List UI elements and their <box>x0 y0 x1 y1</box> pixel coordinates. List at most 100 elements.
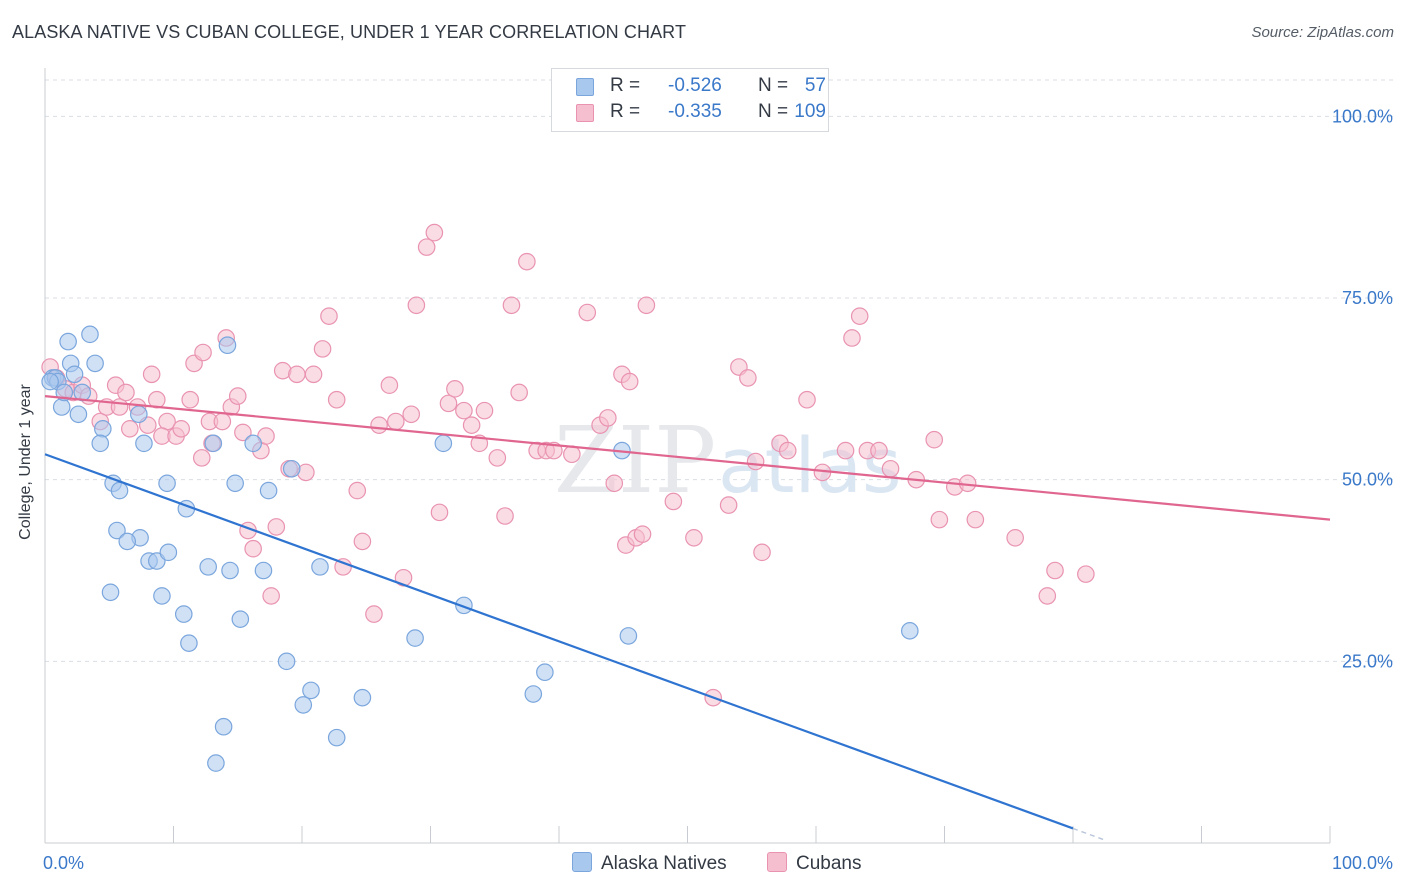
cubans-point <box>633 525 652 543</box>
legend-swatch-pink <box>576 104 594 122</box>
cubans-point <box>313 340 332 358</box>
y-tick-label: 50.0% <box>1342 470 1393 490</box>
axis-labels: 25.0% 50.0% 75.0% 100.0% 0.0% 100.0% <box>43 106 1393 873</box>
cubans-point <box>430 503 449 522</box>
legend-n-label: N = <box>758 75 789 96</box>
cubans-point <box>327 390 346 409</box>
alaska-natives-point <box>199 558 217 576</box>
cubans-point <box>407 296 426 315</box>
series-swatch-pink <box>767 852 787 872</box>
alaska-natives-trend-extension <box>1072 827 1106 841</box>
legend-r-value: -0.526 <box>668 75 722 96</box>
watermark-zip: ZIP <box>554 407 716 514</box>
cubans-point <box>475 401 494 420</box>
series-legend-cubans[interactable]: Cubans <box>767 852 862 875</box>
cubans-point <box>739 369 757 387</box>
alaska-natives-point <box>302 681 320 700</box>
cubans-point <box>966 510 985 529</box>
alaska-natives-point <box>59 332 77 351</box>
legend-r-label: R = <box>610 75 641 96</box>
alaska-natives-point <box>353 688 372 707</box>
gridlines <box>45 79 1395 662</box>
alaska-natives-point <box>244 434 262 453</box>
alaska-natives-point <box>101 583 120 602</box>
cubans-point <box>192 449 211 467</box>
alaska-natives-point <box>259 481 278 500</box>
cubans-point <box>446 380 464 398</box>
cubans-point <box>304 365 323 384</box>
cubans-point <box>1077 565 1095 583</box>
cubans-point <box>439 394 458 413</box>
alaska-natives-point <box>118 532 137 551</box>
cubans-point <box>563 445 581 464</box>
alaska-natives-point <box>204 434 223 453</box>
alaska-natives-point <box>86 354 104 373</box>
alaska-natives-point <box>218 336 237 355</box>
legend-n-label: N = <box>758 101 789 122</box>
cubans-point <box>387 412 405 431</box>
axes <box>44 68 1331 844</box>
alaska-natives-point <box>41 372 59 391</box>
cubans-point <box>348 481 367 500</box>
cubans-point <box>605 474 624 493</box>
series-label: Alaska Natives <box>601 853 727 874</box>
cubans-point <box>599 409 617 427</box>
cubans-point <box>778 441 797 460</box>
alaska-natives-point <box>52 398 71 416</box>
cubans-point <box>244 539 262 558</box>
cubans-point <box>172 419 191 438</box>
cubans-point <box>181 390 200 409</box>
trend-lines <box>44 395 1331 841</box>
cubans-point <box>262 587 280 605</box>
alaska-natives-point <box>254 561 273 580</box>
cubans-point <box>110 398 129 416</box>
alaska-natives-point <box>110 481 129 500</box>
cubans-point <box>117 383 135 402</box>
cubans-point <box>510 383 528 402</box>
source-label: Source: ZipAtlas.com <box>1251 24 1394 41</box>
cubans-point <box>228 387 247 405</box>
legend-r-value: -0.335 <box>668 101 722 122</box>
series-legend-alaska-natives[interactable]: Alaska Natives <box>572 852 727 875</box>
cubans-point <box>417 238 436 256</box>
alaska-natives-point <box>524 685 543 703</box>
cubans-point <box>637 296 656 315</box>
alaska-natives-point <box>277 652 296 671</box>
cubans-point <box>353 532 372 551</box>
cubans-point <box>213 412 232 431</box>
cubans-point <box>870 441 888 460</box>
cubans-point <box>620 372 639 391</box>
watermark-atlas: atlas <box>718 421 902 510</box>
cubans-point <box>370 416 388 434</box>
legend-n-value: 57 <box>804 75 826 96</box>
cubans-point <box>850 307 869 325</box>
alaska-natives-point <box>158 474 176 493</box>
cubans-point <box>685 528 703 547</box>
alaska-natives-point <box>455 596 473 615</box>
alaska-natives-point <box>153 587 171 605</box>
cubans-point <box>719 496 738 514</box>
y-tick-label: 25.0% <box>1342 651 1393 671</box>
cubans-point <box>365 605 383 623</box>
y-tick-label: 100.0% <box>1332 106 1393 126</box>
cubans-point <box>798 390 816 409</box>
y-axis-label: College, Under 1 year <box>17 384 34 540</box>
alaska-natives-point <box>294 696 313 714</box>
alaska-natives-point <box>214 717 233 736</box>
alaska-natives-point <box>159 543 178 562</box>
correlation-legend: R = -0.526 N = 57 R = -0.335 N = 109 <box>551 68 829 132</box>
alaska-natives-point <box>94 419 112 438</box>
cubans-point <box>288 365 306 384</box>
cubans-point <box>925 430 944 449</box>
cubans-point <box>518 252 536 271</box>
alaska-natives-point <box>282 459 301 478</box>
cubans-point <box>234 423 252 442</box>
cubans-point <box>488 449 507 467</box>
cubans-point <box>380 376 399 394</box>
alaska-natives-point <box>91 434 110 453</box>
x-tick-label-min: 0.0% <box>43 853 84 873</box>
cubans-point <box>455 401 473 420</box>
cubans-point <box>267 518 286 536</box>
cubans-point <box>425 223 444 242</box>
